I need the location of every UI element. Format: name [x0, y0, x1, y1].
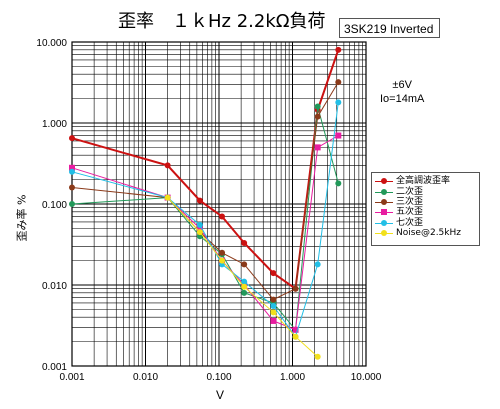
legend-marker — [381, 209, 387, 216]
series-line — [71, 106, 339, 332]
data-point — [69, 164, 75, 171]
data-point — [270, 303, 277, 310]
data-point — [292, 333, 299, 340]
x-tick-label: 0.010 — [133, 372, 158, 383]
data-point — [241, 283, 248, 290]
data-point — [196, 229, 203, 236]
data-point — [164, 194, 171, 201]
data-point — [219, 213, 226, 220]
legend-item: 二次歪 — [372, 186, 479, 197]
data-point — [164, 162, 171, 169]
data-point — [69, 201, 75, 207]
legend-item: 三次歪 — [372, 197, 479, 207]
data-point — [270, 296, 277, 303]
series-line — [71, 81, 339, 301]
current-label: Io=14mA — [380, 93, 425, 105]
condition-note: ±6V Io=14mA — [380, 78, 424, 106]
x-axis-label: V — [216, 388, 225, 402]
legend-item: 五次歪 — [372, 207, 479, 217]
y-tick-label: 0.100 — [42, 200, 67, 211]
data-point — [196, 222, 203, 229]
data-point — [335, 79, 342, 86]
chart-subtitle: 3SK219 Inverted — [339, 18, 440, 38]
legend-item: 全高調波歪率 — [372, 176, 479, 186]
legend-marker — [381, 219, 387, 226]
legend-label: 全高調波歪率 — [396, 176, 451, 187]
data-point — [270, 317, 277, 324]
legend-item: Noise@2.5kHz — [372, 228, 479, 238]
data-point — [335, 132, 342, 139]
legend-marker — [381, 188, 387, 195]
legend-swatch — [375, 207, 393, 217]
legend-label: 五次歪 — [396, 207, 424, 218]
y-tick-label: 0.001 — [42, 362, 67, 373]
supply-voltage-label: ±6V — [392, 79, 412, 91]
x-tick-label: 10.000 — [351, 372, 382, 383]
x-tick-label: 0.001 — [59, 372, 84, 383]
legend-item: 七次歪 — [372, 218, 479, 228]
data-point — [292, 326, 299, 333]
data-point — [335, 99, 342, 106]
data-point — [241, 278, 248, 285]
data-point — [335, 180, 342, 187]
data-point — [219, 257, 226, 264]
data-point — [69, 184, 75, 191]
data-point — [219, 249, 226, 256]
data-point — [314, 261, 321, 268]
legend-label: 三次歪 — [396, 196, 424, 207]
legend-label: Noise@2.5kHz — [396, 228, 461, 239]
data-point — [314, 103, 321, 110]
data-point — [314, 353, 321, 360]
chart-title: 歪率 １ｋHz 2.2kΩ負荷 — [118, 11, 326, 32]
x-tick-label: 1.000 — [280, 372, 305, 383]
legend: 全高調波歪率 二次歪 三次歪 五次歪 七次歪 Noise@2.5kHz — [371, 172, 480, 246]
data-point — [335, 46, 342, 53]
data-point — [241, 240, 248, 247]
y-tick-label: 0.010 — [42, 281, 67, 292]
legend-swatch — [375, 218, 393, 228]
data-point — [241, 261, 248, 268]
y-tick-label: 10.000 — [36, 38, 67, 49]
legend-swatch — [375, 176, 393, 186]
legend-marker — [381, 230, 387, 237]
data-point — [270, 309, 277, 316]
legend-marker — [381, 198, 387, 205]
y-tick-label: 1.000 — [42, 119, 67, 130]
legend-marker — [381, 178, 387, 185]
legend-swatch — [375, 187, 393, 197]
data-point — [69, 135, 75, 142]
data-point — [270, 270, 277, 277]
data-point — [292, 285, 299, 292]
x-tick-label: 0.100 — [206, 372, 231, 383]
data-point — [196, 225, 203, 232]
legend-label: 七次歪 — [396, 217, 424, 228]
data-point — [314, 113, 321, 120]
data-point — [196, 197, 203, 204]
legend-label: 二次歪 — [396, 186, 424, 197]
data-point — [314, 144, 321, 151]
legend-swatch — [375, 228, 393, 238]
data-point — [69, 168, 75, 175]
series-line — [167, 197, 319, 358]
legend-swatch — [375, 197, 393, 207]
data-point — [241, 289, 248, 296]
series-line — [71, 49, 340, 291]
